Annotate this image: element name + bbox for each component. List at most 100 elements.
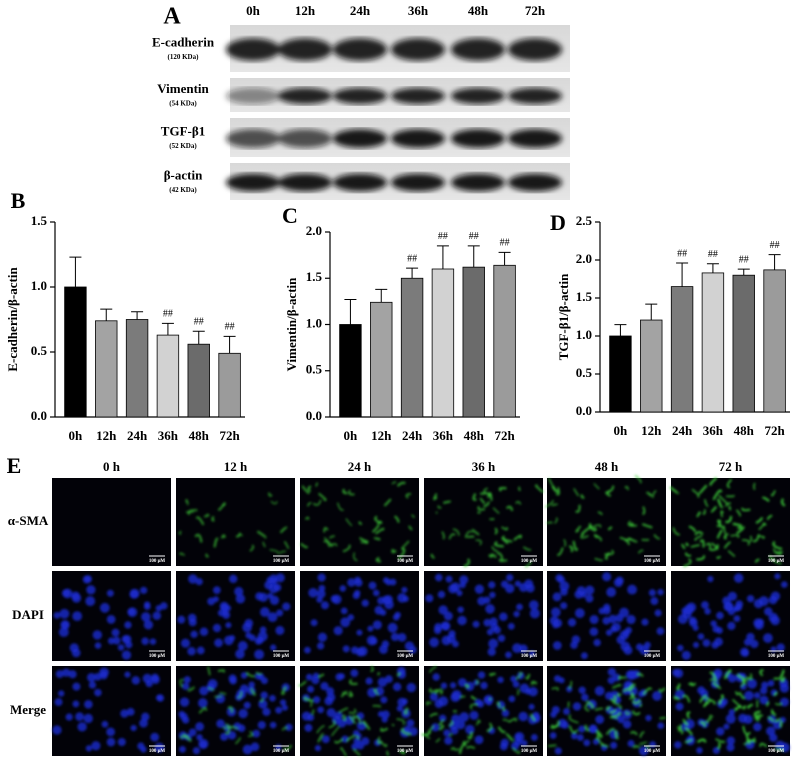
nucleus: [507, 622, 515, 630]
nucleus: [397, 593, 407, 603]
nucleus: [553, 618, 563, 628]
nucleus: [625, 626, 633, 634]
nucleus: [52, 725, 62, 735]
cytoskeleton: [443, 500, 452, 504]
cytoskeleton: [324, 537, 334, 547]
nucleus: [474, 584, 485, 594]
cytoskeleton: [551, 687, 559, 691]
cytoskeleton: [730, 534, 740, 539]
nucleus: [451, 714, 461, 724]
nucleus: [753, 618, 763, 628]
nucleus: [602, 616, 611, 625]
nucleus: [216, 719, 225, 728]
cytoskeleton: [247, 730, 253, 737]
cytoskeleton: [421, 729, 431, 736]
cytoskeleton: [624, 538, 632, 542]
blot-band: [333, 87, 387, 105]
cytoskeleton: [483, 487, 488, 493]
row-label: α-SMA: [8, 513, 49, 528]
nucleus: [620, 641, 631, 652]
nucleus: [696, 747, 703, 754]
nucleus: [744, 690, 754, 701]
cytoskeleton: [496, 552, 504, 561]
nucleus: [406, 682, 416, 693]
cytoskeleton: [614, 729, 620, 740]
cytoskeleton: [761, 496, 770, 502]
cytoskeleton: [705, 717, 710, 723]
blot-band: [333, 38, 387, 61]
cytoskeleton: [355, 735, 360, 740]
nucleus: [674, 741, 682, 749]
cytoskeleton: [689, 682, 694, 686]
x-tick-label: 24h: [672, 423, 693, 438]
nucleus: [260, 691, 268, 700]
y-tick-label: 0.0: [306, 408, 322, 423]
nucleus: [86, 672, 96, 682]
blot-band: [451, 129, 505, 148]
cytoskeleton: [494, 527, 498, 535]
cytoskeleton: [712, 489, 723, 501]
nucleus: [518, 582, 528, 592]
nucleus: [75, 712, 84, 722]
nucleus: [354, 578, 363, 587]
scale-label: 100 μM: [768, 559, 785, 564]
nucleus: [759, 686, 768, 695]
cytoskeleton: [531, 680, 538, 685]
micrograph-texture: [298, 665, 418, 757]
nucleus: [60, 620, 70, 630]
error-bar: [737, 268, 750, 276]
cytoskeleton: [312, 499, 322, 506]
nucleus: [657, 588, 664, 596]
cytoskeleton: [396, 672, 401, 676]
cytoskeleton: [589, 523, 596, 532]
nucleus: [112, 636, 121, 645]
nucleus: [217, 609, 225, 617]
cytoskeleton: [617, 692, 622, 697]
nucleus: [485, 604, 495, 614]
nucleus: [465, 681, 475, 691]
nucleus: [199, 686, 209, 696]
nucleus: [384, 675, 393, 684]
nucleus: [142, 673, 152, 684]
bar: [187, 343, 210, 418]
cytoskeleton: [348, 690, 353, 697]
nucleus: [610, 741, 618, 749]
protein-size: (54 KDa): [169, 100, 197, 108]
nucleus: [179, 697, 190, 707]
cytoskeleton: [303, 696, 313, 702]
cytoskeleton: [529, 713, 536, 721]
error-bar: [406, 267, 419, 279]
cytoskeleton: [746, 739, 756, 743]
nucleus: [581, 693, 589, 702]
nucleus: [92, 630, 103, 640]
nucleus: [767, 679, 775, 687]
lane-label: 48h: [468, 3, 489, 18]
cytoskeleton: [685, 552, 692, 557]
nucleus: [141, 637, 149, 645]
cytoskeleton: [311, 709, 315, 715]
cytoskeleton: [298, 680, 307, 687]
cytoskeleton: [386, 750, 390, 756]
cytoskeleton: [307, 502, 312, 507]
nucleus: [99, 602, 110, 613]
blot-band: [226, 38, 280, 61]
nucleus: [259, 626, 267, 634]
cytoskeleton: [696, 511, 701, 518]
cytoskeleton: [501, 537, 509, 544]
nucleus: [512, 643, 522, 654]
nucleus: [53, 611, 61, 619]
nucleus: [458, 678, 467, 687]
cytoskeleton: [682, 718, 689, 726]
cytoskeleton: [180, 735, 189, 739]
cytoskeleton: [686, 711, 691, 719]
nucleus: [648, 589, 656, 597]
cytoskeleton: [702, 700, 709, 708]
cytoskeleton: [598, 738, 604, 746]
nucleus: [654, 609, 662, 617]
nucleus: [321, 735, 330, 744]
annotation: ##: [708, 249, 718, 260]
nucleus: [196, 646, 205, 655]
nucleus: [483, 618, 492, 627]
bar: [125, 319, 149, 418]
x-tick-label: 24h: [402, 428, 423, 443]
